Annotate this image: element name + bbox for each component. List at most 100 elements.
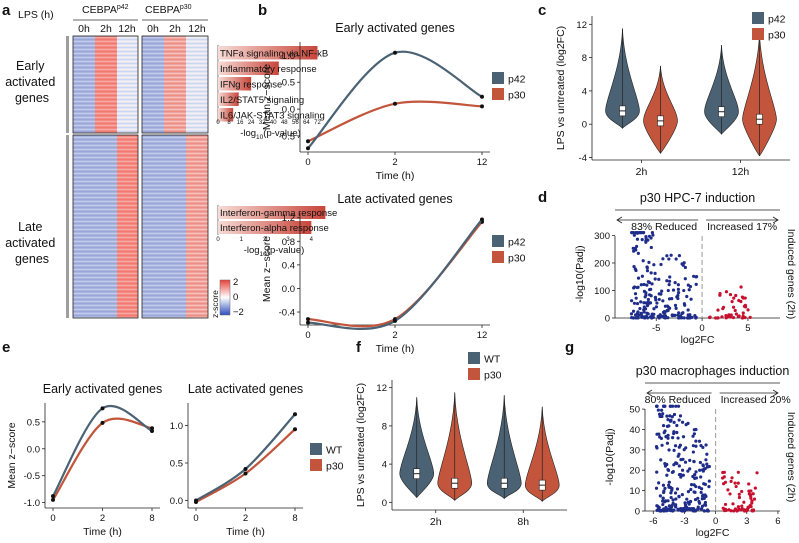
- point-reduced: [633, 313, 638, 317]
- point-reduced: [676, 313, 680, 317]
- point-reduced: [664, 505, 668, 510]
- point-reduced: [665, 414, 669, 418]
- legend-label-wt: WT: [484, 354, 501, 366]
- x-tick-label: 8: [292, 513, 297, 524]
- x-tick-label: 3: [744, 516, 749, 527]
- y-tick-label: -0.5: [279, 131, 295, 142]
- point-reduced: [661, 499, 665, 503]
- panel-label-e: e: [2, 339, 10, 356]
- enrichment-bar: [218, 46, 318, 60]
- point-reduced: [662, 490, 666, 495]
- point-reduced: [670, 415, 674, 419]
- point-reduced: [705, 462, 709, 466]
- point-reduced: [645, 269, 650, 273]
- hm-border-4: [141, 134, 209, 319]
- point-reduced: [649, 271, 653, 275]
- point-increased: [730, 300, 734, 304]
- enrichment-tick: 1: [240, 237, 244, 243]
- chart-f-violin: 12 8 4 0 LPS vs untreated (log2FC) 2h 8h WT p30: [355, 352, 567, 528]
- point-increased: [733, 507, 738, 511]
- y-tick-label: 0.5: [27, 417, 40, 428]
- point-reduced: [637, 313, 641, 317]
- point-reduced: [683, 503, 688, 507]
- point-reduced: [632, 233, 636, 237]
- point-reduced: [673, 303, 678, 307]
- point-increased: [718, 292, 722, 296]
- point-reduced: [671, 498, 675, 502]
- x-tick-label: 8h: [517, 516, 529, 528]
- y-tick-label: 0: [605, 314, 610, 325]
- point-reduced: [674, 404, 678, 408]
- point-reduced: [635, 301, 640, 306]
- chart-c-violin: 12 8 4 0 -4 LPS vs untreated (log2FC) 2h 12h p42…: [555, 12, 790, 178]
- y-tick-label: 0.0: [282, 284, 295, 295]
- point-increased: [746, 308, 750, 312]
- point-reduced: [692, 459, 696, 464]
- y-axis-label: -log10(Padj): [574, 245, 586, 302]
- enrichment-tick: 24: [248, 120, 255, 126]
- point-reduced: [700, 507, 704, 511]
- x-axis-label: log2FC: [681, 334, 715, 346]
- x-tick-label: 0: [50, 513, 55, 524]
- enrichment-bar: [218, 92, 239, 106]
- point-increased: [727, 313, 732, 317]
- series-line-p30: [52, 417, 153, 501]
- point-reduced: [686, 313, 690, 317]
- point-reduced: [691, 444, 695, 448]
- point-reduced: [672, 420, 676, 424]
- data-point-p30: [293, 427, 297, 432]
- point-reduced: [683, 303, 687, 307]
- zscore-tick-0: 0: [233, 292, 238, 303]
- y-axis-label: Mean z−score: [261, 64, 273, 130]
- y-tick-label: 1.0: [282, 51, 295, 62]
- point-reduced: [666, 316, 670, 320]
- enrichment-tick: 0: [216, 120, 220, 126]
- zscore-tick-m2: −2: [233, 307, 244, 318]
- x-tick-label: 2h: [636, 166, 648, 178]
- legend-label-p42: p42: [508, 237, 526, 249]
- point-reduced: [686, 283, 690, 287]
- panel-a: a LPS (h) CEBPAp42 CEBPAp30 0h 2h 12h 0h 2h 1…: [2, 2, 337, 319]
- data-point-p42: [480, 94, 484, 99]
- point-reduced: [672, 448, 676, 452]
- point-reduced: [665, 254, 669, 258]
- point-reduced: [654, 445, 659, 449]
- point-reduced: [651, 233, 655, 237]
- point-reduced: [642, 305, 646, 309]
- point-reduced: [655, 301, 659, 305]
- point-reduced: [702, 496, 706, 500]
- y-tick-label: 0.0: [27, 444, 40, 455]
- data-point-p30: [51, 497, 55, 502]
- point-reduced: [671, 288, 676, 292]
- legend-swatch-p30: [310, 459, 322, 471]
- point-increased: [737, 492, 741, 496]
- point-reduced: [640, 314, 644, 318]
- point-increased: [751, 509, 755, 513]
- point-reduced: [694, 444, 698, 448]
- point-reduced: [681, 311, 685, 315]
- point-reduced: [646, 312, 650, 316]
- timepoint-label-p42-2h: 2h: [100, 23, 112, 35]
- point-reduced: [677, 418, 681, 422]
- enrichment-bar: [218, 108, 234, 122]
- data-point-wt: [243, 467, 248, 471]
- point-reduced: [661, 299, 665, 303]
- point-reduced: [700, 504, 705, 508]
- point-reduced: [686, 308, 690, 312]
- point-reduced: [674, 306, 678, 310]
- point-increased: [737, 298, 741, 303]
- point-reduced: [636, 285, 640, 289]
- point-reduced: [657, 277, 661, 281]
- point-reduced: [672, 412, 677, 417]
- enrichment-term: IFNg response: [220, 80, 282, 91]
- x-axis-label: Time (h): [226, 526, 265, 538]
- enrichment-term: TNFa signaling via NF-kB: [220, 49, 328, 60]
- x-axis-label: Time (h): [376, 343, 415, 355]
- point-reduced: [640, 274, 644, 278]
- point-reduced: [687, 507, 691, 511]
- point-reduced: [658, 509, 662, 513]
- group1-sup: p42: [117, 4, 129, 11]
- y-axis-label: LPS vs untreated (log2FC): [555, 26, 567, 150]
- xlabel-post: (p-value): [263, 128, 301, 139]
- point-reduced: [666, 417, 670, 422]
